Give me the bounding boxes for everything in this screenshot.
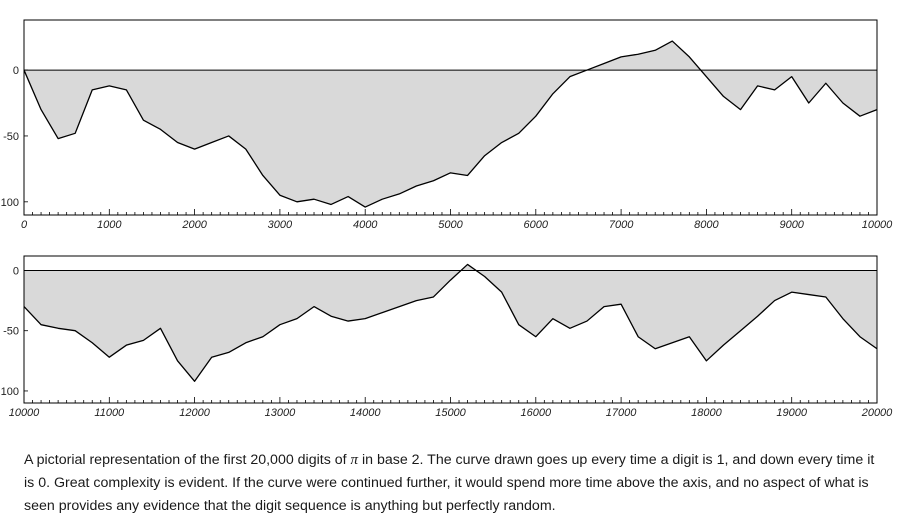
x-tick-label: 10000 — [862, 219, 893, 231]
x-tick-label: 12000 — [179, 407, 210, 419]
x-tick-label: 13000 — [265, 407, 296, 419]
x-tick-label: 16000 — [521, 407, 552, 419]
walk-line — [23, 40, 878, 208]
walk-chart-bottom: 10000 11000 12000 13000 14000 15000 16000 17000… — [0, 248, 903, 428]
x-tick-label: 18000 — [691, 407, 722, 419]
x-tick-label: 1000 — [97, 219, 122, 231]
y-tick-label: 100 — [1, 386, 19, 398]
x-tick-label: 17000 — [606, 407, 637, 419]
caption-text-start: A pictorial representation of the first … — [24, 452, 351, 468]
x-tick-label: 9000 — [779, 219, 804, 231]
x-tick-label: 0 — [21, 219, 28, 231]
y-tick-label: 0 — [13, 65, 19, 77]
y-tick-label: -50 — [3, 326, 19, 338]
x-tick-label: 5000 — [438, 219, 463, 231]
x-tick-label: 19000 — [776, 407, 807, 419]
y-tick-label: 0 — [13, 265, 19, 277]
x-tick-label: 15000 — [435, 407, 466, 419]
y-tick-label: 100 — [1, 197, 19, 209]
x-tick-label: 8000 — [694, 219, 719, 231]
x-tick-label: 14000 — [350, 407, 381, 419]
walk-line — [23, 263, 878, 382]
x-tick-label: 7000 — [609, 219, 634, 231]
y-tick-label: -50 — [3, 131, 19, 143]
x-tick-label: 11000 — [94, 407, 125, 419]
caption-text-end: in base 2. The curve drawn goes up every… — [24, 452, 875, 514]
chart-svg-top: 0 1000 2000 3000 4000 5000 6000 7000 8000 9000 100… — [1, 19, 893, 231]
x-tick-label: 4000 — [353, 219, 378, 231]
pi-symbol: π — [350, 452, 359, 468]
x-tick-label: 2000 — [181, 219, 207, 231]
x-tick-label: 20000 — [861, 407, 893, 419]
x-tick-label: 3000 — [268, 219, 293, 231]
area-fill — [24, 41, 877, 208]
walk-chart-top: 0 1000 2000 3000 4000 5000 6000 7000 8000 9000 100… — [0, 0, 903, 235]
chart-svg-bottom: 10000 11000 12000 13000 14000 15000 16000 17000… — [1, 255, 893, 419]
figure-caption: A pictorial representation of the first … — [24, 449, 884, 518]
x-tick-label: 10000 — [9, 407, 40, 419]
x-tick-label: 6000 — [524, 219, 549, 231]
area-fill — [24, 264, 877, 382]
